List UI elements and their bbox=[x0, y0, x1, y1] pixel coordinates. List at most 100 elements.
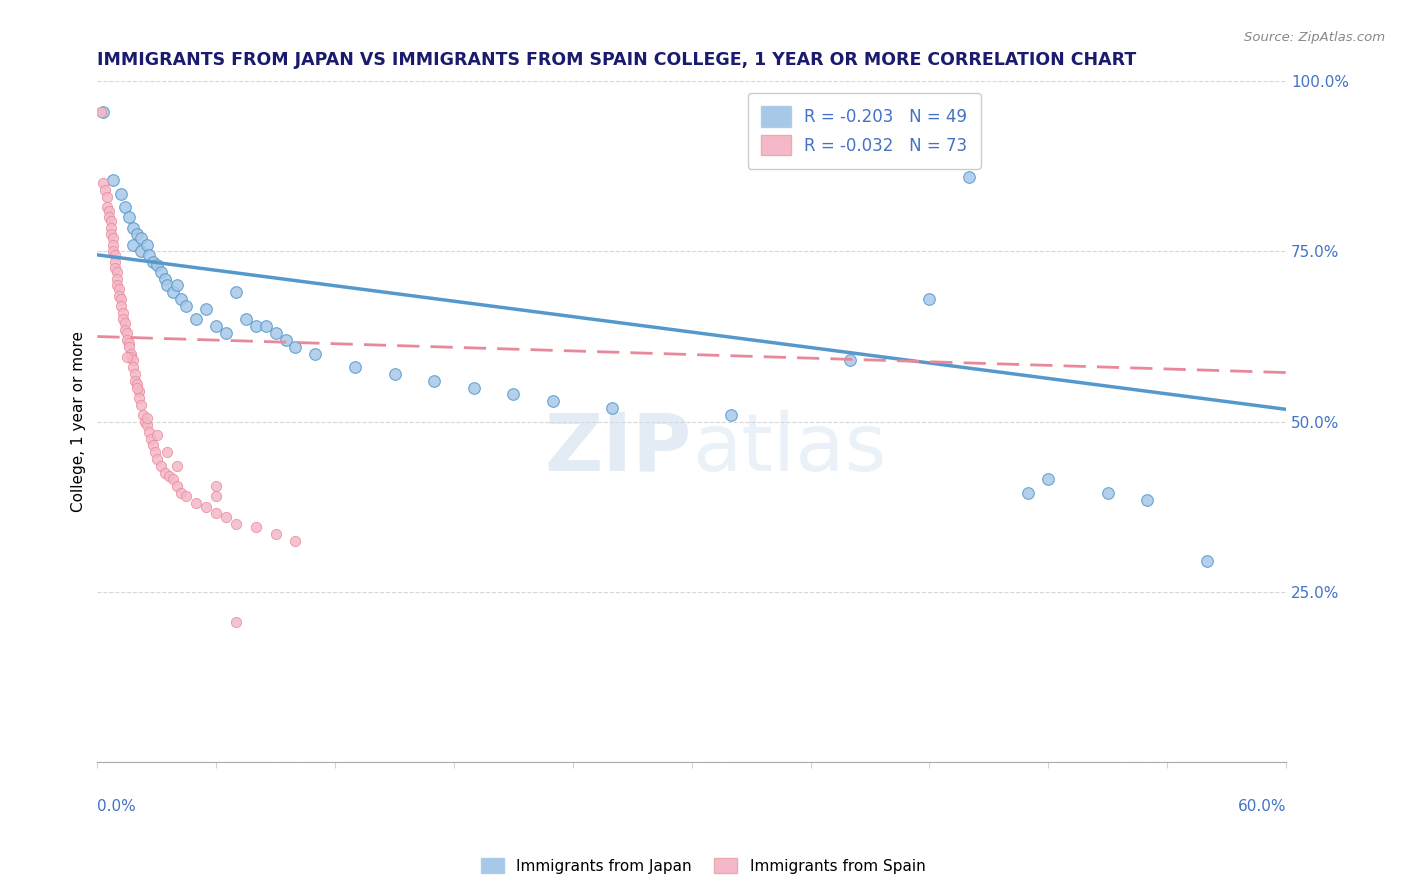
Point bbox=[96, 190, 118, 204]
Point bbox=[541, 394, 564, 409]
Point bbox=[839, 353, 862, 368]
Point bbox=[162, 472, 184, 486]
Point bbox=[122, 360, 145, 375]
Point bbox=[1097, 486, 1119, 500]
Point bbox=[138, 248, 160, 262]
Point bbox=[149, 458, 172, 473]
Text: Source: ZipAtlas.com: Source: ZipAtlas.com bbox=[1244, 31, 1385, 45]
Point bbox=[423, 374, 446, 388]
Point bbox=[103, 173, 125, 187]
Point bbox=[304, 346, 326, 360]
Point bbox=[153, 466, 176, 480]
Point bbox=[115, 333, 138, 347]
Point bbox=[128, 384, 150, 398]
Point bbox=[195, 500, 218, 514]
Y-axis label: College, 1 year or more: College, 1 year or more bbox=[72, 331, 86, 512]
Point bbox=[100, 227, 122, 242]
Point bbox=[166, 479, 188, 493]
Point bbox=[104, 261, 127, 276]
Point bbox=[104, 248, 127, 262]
Point bbox=[114, 323, 136, 337]
Point bbox=[135, 417, 157, 432]
Point bbox=[124, 374, 146, 388]
Point bbox=[149, 265, 172, 279]
Point bbox=[118, 211, 141, 225]
Point bbox=[105, 265, 128, 279]
Point bbox=[103, 231, 125, 245]
Point bbox=[264, 326, 287, 340]
Point bbox=[235, 312, 257, 326]
Point bbox=[142, 438, 165, 452]
Point bbox=[720, 408, 742, 422]
Point bbox=[129, 231, 152, 245]
Point bbox=[205, 507, 228, 521]
Point bbox=[157, 469, 180, 483]
Point bbox=[142, 254, 165, 268]
Point bbox=[205, 490, 228, 504]
Point bbox=[112, 312, 135, 326]
Point bbox=[90, 105, 112, 120]
Point bbox=[110, 186, 132, 201]
Point bbox=[205, 319, 228, 334]
Point bbox=[143, 445, 166, 459]
Point bbox=[162, 285, 184, 300]
Point bbox=[96, 200, 118, 214]
Legend: Immigrants from Japan, Immigrants from Spain: Immigrants from Japan, Immigrants from S… bbox=[475, 852, 931, 880]
Text: IMMIGRANTS FROM JAPAN VS IMMIGRANTS FROM SPAIN COLLEGE, 1 YEAR OR MORE CORRELATI: IMMIGRANTS FROM JAPAN VS IMMIGRANTS FROM… bbox=[97, 51, 1136, 69]
Text: atlas: atlas bbox=[692, 409, 886, 488]
Point bbox=[135, 411, 157, 425]
Point bbox=[602, 401, 624, 415]
Point bbox=[957, 169, 980, 184]
Point bbox=[100, 220, 122, 235]
Point bbox=[176, 299, 198, 313]
Point bbox=[139, 432, 162, 446]
Point bbox=[284, 340, 307, 354]
Point bbox=[138, 425, 160, 439]
Point bbox=[1017, 486, 1039, 500]
Point bbox=[132, 408, 155, 422]
Point bbox=[384, 367, 406, 381]
Point bbox=[215, 509, 238, 524]
Point bbox=[122, 237, 145, 252]
Point bbox=[195, 302, 218, 317]
Point bbox=[146, 258, 169, 272]
Point bbox=[169, 292, 191, 306]
Point bbox=[146, 452, 169, 467]
Text: 60.0%: 60.0% bbox=[1237, 799, 1286, 814]
Point bbox=[169, 486, 191, 500]
Point bbox=[125, 227, 148, 242]
Point bbox=[118, 340, 141, 354]
Point bbox=[343, 360, 366, 375]
Point bbox=[105, 271, 128, 285]
Point bbox=[264, 526, 287, 541]
Point bbox=[186, 312, 208, 326]
Point bbox=[225, 615, 247, 630]
Point bbox=[115, 326, 138, 340]
Point bbox=[274, 333, 297, 347]
Point bbox=[124, 367, 146, 381]
Text: 0.0%: 0.0% bbox=[97, 799, 136, 814]
Point bbox=[129, 398, 152, 412]
Point bbox=[94, 183, 117, 197]
Point bbox=[215, 326, 238, 340]
Point bbox=[98, 211, 121, 225]
Point bbox=[103, 244, 125, 259]
Point bbox=[110, 299, 132, 313]
Point bbox=[122, 220, 145, 235]
Point bbox=[108, 282, 131, 296]
Point bbox=[1038, 472, 1060, 486]
Text: ZIP: ZIP bbox=[544, 409, 692, 488]
Point bbox=[134, 415, 156, 429]
Point bbox=[118, 336, 141, 351]
Point bbox=[186, 496, 208, 510]
Point bbox=[146, 428, 169, 442]
Point bbox=[120, 346, 142, 360]
Point bbox=[114, 316, 136, 330]
Point bbox=[254, 319, 277, 334]
Point bbox=[225, 516, 247, 531]
Point bbox=[135, 237, 157, 252]
Point bbox=[502, 387, 524, 401]
Point bbox=[110, 292, 132, 306]
Point bbox=[918, 292, 941, 306]
Point bbox=[100, 214, 122, 228]
